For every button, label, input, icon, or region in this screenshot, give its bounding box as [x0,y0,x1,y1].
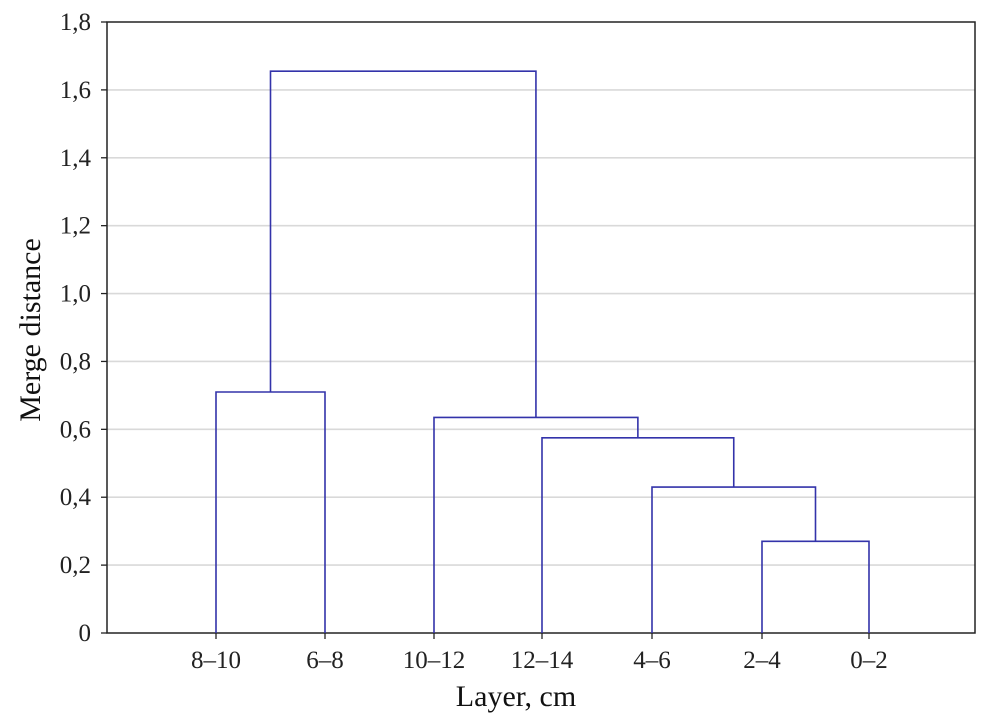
dendrogram-link [651,486,817,633]
x-tick-label: 4–6 [633,647,671,674]
x-tick-label: 10–12 [403,647,466,674]
y-tick-label: 0,8 [60,348,91,375]
y-tick-label: 1,8 [60,9,91,36]
y-axis: 0 0,2 0,4 0,6 0,8 1,0 1,2 1,4 1,6 1,8 [60,9,107,647]
y-tick-label: 0,4 [60,484,92,511]
grid-lines [107,89,975,566]
x-tick-label: 8–10 [191,647,241,674]
dendrogram-link [761,540,870,633]
y-axis-label: Merge distance [14,238,47,422]
x-axis-label: Layer, cm [456,680,576,713]
y-tick-label: 1,6 [60,77,91,104]
dendrogram-links [215,70,870,633]
y-tick-label: 1,2 [60,213,91,240]
y-tick-label: 1,4 [60,145,92,172]
x-tick-label: 2–4 [743,647,781,674]
x-tick-label: 6–8 [306,647,344,674]
dendrogram-link [215,391,326,633]
plot-frame [106,21,976,634]
x-tick-label: 0–2 [850,647,888,674]
x-tick-label: 12–14 [511,647,574,674]
y-tick-label: 0,2 [60,552,91,579]
y-tick-label: 0 [79,620,92,647]
dendrogram-link [269,70,537,418]
y-tick-label: 1,0 [60,281,91,308]
dendrogram-link [433,416,639,633]
dendrogram-link [541,437,735,633]
x-axis: 8–10 6–8 10–12 12–14 4–6 2–4 0–2 [191,633,888,674]
y-tick-label: 0,6 [60,416,91,443]
